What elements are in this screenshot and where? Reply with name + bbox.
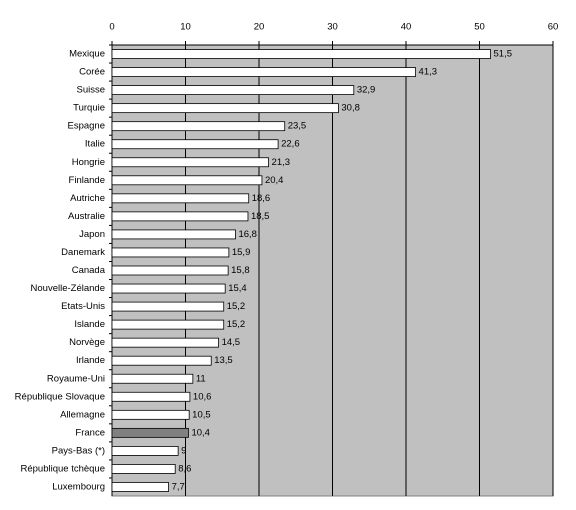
x-tick-label: 60 (548, 22, 559, 33)
y-tick-label: Australie (68, 211, 105, 222)
bar (111, 211, 249, 222)
y-tick-label: Corée (79, 67, 105, 78)
bar (111, 427, 189, 438)
bar (111, 319, 225, 330)
data-label: 10,5 (192, 409, 211, 420)
y-tick-label: Italie (85, 139, 105, 150)
data-label: 9 (181, 445, 186, 456)
data-label: 18,5 (251, 211, 270, 222)
x-tick-label: 20 (254, 22, 265, 33)
bar (111, 193, 250, 204)
data-label: 10,4 (191, 427, 210, 438)
data-label: 20,4 (265, 175, 284, 186)
bar (111, 157, 269, 168)
y-tick-label: République tchèque (20, 463, 105, 474)
bar (111, 337, 219, 348)
data-label: 15,2 (227, 319, 246, 330)
y-tick-label: Canada (72, 265, 106, 276)
bar (111, 373, 194, 384)
bar (111, 265, 229, 276)
y-tick-label: Luxembourg (52, 481, 105, 492)
bar (111, 67, 416, 77)
y-tick-label: Royaume-Uni (47, 373, 105, 384)
data-label: 13,5 (214, 355, 233, 366)
y-tick-label: Turquie (73, 103, 105, 114)
y-tick-label: Allemagne (60, 409, 105, 420)
x-tick-label: 40 (401, 22, 412, 33)
data-label: 21,3 (272, 157, 291, 168)
y-tick-label: Mexique (69, 49, 105, 60)
data-label: 51,5 (494, 49, 513, 60)
data-label: 7,7 (172, 481, 185, 492)
data-label: 18,6 (252, 193, 271, 204)
bar (111, 85, 355, 95)
bar (111, 103, 339, 114)
bar (111, 121, 286, 132)
y-tick-label: Norvège (69, 337, 105, 348)
y-tick-label: Autriche (70, 193, 105, 204)
data-label: 10,6 (193, 391, 212, 402)
data-label: 16,8 (238, 229, 256, 240)
y-tick-label: Hongrie (72, 157, 105, 168)
data-label: 15,2 (227, 301, 246, 312)
y-tick-label: Espagne (67, 121, 105, 132)
x-tick-label: 10 (180, 22, 191, 33)
bar (111, 464, 176, 474)
y-tick-label: Danemark (61, 247, 105, 258)
x-tick-label: 0 (109, 22, 114, 33)
bar (111, 175, 263, 186)
data-label: 23,5 (288, 121, 307, 132)
y-tick-label: Japon (79, 229, 105, 240)
y-tick-label: Irlande (76, 355, 105, 366)
data-label: 8,6 (178, 463, 191, 474)
y-tick-label: Islande (74, 319, 105, 330)
data-label: 11 (196, 373, 206, 384)
y-tick-label: Nouvelle-Zélande (31, 283, 105, 294)
bar (111, 247, 230, 258)
y-tick-label: Etats-Unis (61, 301, 105, 312)
data-label: 22,6 (281, 139, 300, 150)
x-tick-label: 50 (474, 22, 485, 33)
y-tick-label: Pays-Bas (*) (52, 445, 105, 456)
bar (111, 409, 190, 420)
data-label: 15,4 (228, 283, 247, 294)
data-label: 32,9 (357, 85, 376, 96)
bar (111, 482, 169, 492)
y-tick-label: Finlande (69, 175, 105, 186)
bar (111, 229, 236, 240)
bar (111, 391, 191, 402)
bar (111, 139, 279, 150)
data-label: 15,9 (232, 247, 251, 258)
y-tick-label: Suisse (76, 85, 105, 96)
data-label: 14,5 (222, 337, 241, 348)
bar (111, 355, 212, 366)
bar (111, 283, 226, 294)
x-tick-label: 30 (327, 22, 338, 33)
data-label: 15,8 (231, 265, 250, 276)
y-tick-label: France (75, 427, 105, 438)
y-tick-label: République Slovaque (15, 391, 105, 402)
bar (111, 301, 225, 312)
bar (111, 49, 491, 59)
bar (111, 445, 179, 456)
data-label: 30,8 (341, 103, 360, 114)
data-label: 41,3 (419, 67, 438, 78)
